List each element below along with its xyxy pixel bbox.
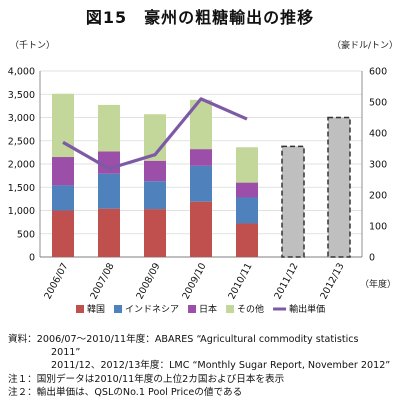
bar-segment	[190, 165, 212, 202]
bar-segment	[190, 99, 212, 150]
unit-price-line	[62, 97, 248, 171]
page-title: 図15 豪州の粗糖輸出の推移	[85, 8, 315, 27]
bar-segment	[236, 147, 258, 183]
left-tick-label: 3,500	[8, 90, 35, 101]
bar-segment	[190, 201, 212, 257]
note-1: 注１：国別データは2010/11年度の上位2カ国および日本を表示	[8, 373, 285, 385]
legend-swatch	[226, 305, 235, 313]
bar-segment	[236, 182, 258, 198]
left-tick-label: 2,000	[8, 160, 35, 171]
bar-segment	[52, 185, 74, 211]
notes-block: 資料：2006/07～2010/11年度：ABARES “Agricultura…	[8, 333, 398, 399]
left-tick-label: 1,000	[8, 206, 35, 217]
right-tick-label: 400	[369, 129, 387, 140]
legend-swatch	[188, 305, 197, 313]
x-axis-unit: （年度）	[360, 278, 396, 290]
bar-segment	[144, 181, 166, 210]
left-tick-label: 1,500	[8, 183, 35, 194]
x-tick-label: 2010/11	[226, 261, 254, 301]
right-tick-label: 500	[369, 98, 387, 109]
bar-segment	[52, 210, 74, 257]
x-tick-label: 2006/07	[42, 261, 70, 301]
legend-label: インドネシア	[125, 304, 179, 315]
note-2: 注２：輸出単価は、QSLのNo.1 Pool Priceの値である	[8, 386, 243, 398]
bar-segment	[52, 157, 74, 186]
source-line-1b: 2011”	[51, 347, 81, 359]
source-line-1: 資料：2006/07～2010/11年度：ABARES “Agricultura…	[8, 334, 359, 345]
right-tick-label: 200	[369, 191, 387, 202]
bar-segment	[236, 223, 258, 257]
x-tick-label: 2011/12	[272, 261, 300, 301]
x-tick-label: 2012/13	[318, 261, 346, 301]
sugar-export-chart: （千トン） （豪ドル/トン） 0 500 1,000 1,500 2,000 2,500 3,0…	[8, 39, 398, 315]
x-tick-label: 2009/10	[180, 261, 208, 301]
bar-segment	[98, 173, 120, 209]
bar-segment	[190, 149, 212, 166]
forecast-bar	[327, 116, 351, 258]
right-tick-label: 600	[369, 67, 387, 78]
left-tick-label: 4,000	[8, 67, 35, 78]
bar-segment	[236, 197, 258, 224]
bar-segment	[98, 208, 120, 257]
legend-label: 輸出単価	[289, 303, 325, 315]
legend-swatch	[76, 305, 84, 313]
left-tick-label: 0	[29, 253, 35, 264]
source-line-2: 2011/12、2012/13年度：LMC “Monthly Sugar Rep…	[51, 360, 391, 372]
bar-segment	[144, 160, 166, 182]
left-axis-unit: （千トン）	[10, 40, 55, 51]
bar-segment	[98, 104, 120, 152]
right-tick-label: 300	[369, 160, 387, 171]
legend-label: 韓国	[87, 304, 105, 315]
legend-swatch	[114, 305, 123, 313]
left-tick-label: 2,500	[8, 136, 35, 147]
left-tick-label: 3,000	[8, 113, 35, 124]
forecast-bar	[281, 145, 305, 258]
bar-segment	[144, 209, 166, 257]
x-tick-label: 2007/08	[88, 261, 116, 301]
right-tick-label: 0	[369, 253, 375, 264]
right-tick-label: 100	[369, 222, 387, 233]
left-tick-label: 500	[17, 229, 35, 240]
x-tick-label: 2008/09	[134, 261, 162, 301]
bar-segment	[52, 93, 74, 158]
right-axis-unit: （豪ドル/トン）	[332, 39, 398, 51]
legend-label: 日本	[199, 303, 217, 315]
legend-label: その他	[237, 303, 264, 315]
